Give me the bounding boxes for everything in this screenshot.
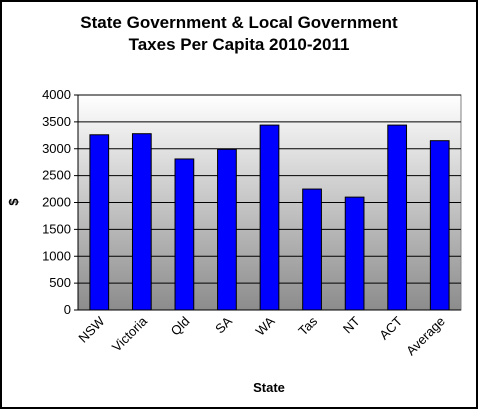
x-tick-label: Victoria xyxy=(109,313,151,355)
y-tick-label: 4000 xyxy=(42,87,71,102)
x-tick-label: ACT xyxy=(376,313,405,342)
y-tick-label: 3500 xyxy=(42,114,71,129)
bar-wa xyxy=(259,124,280,311)
x-axis-title: State xyxy=(253,380,285,395)
bar-victoria xyxy=(131,133,152,311)
chart-title-line-1: State Government & Local Government xyxy=(80,13,398,32)
x-tick-label: WA xyxy=(253,313,278,338)
y-tick-label: 500 xyxy=(49,275,71,290)
bar-average xyxy=(429,140,450,311)
x-tick-label: Average xyxy=(403,314,448,359)
x-tick-label: Qld xyxy=(168,314,193,339)
y-tick-label: 2500 xyxy=(42,168,71,183)
y-tick-label: 3000 xyxy=(42,141,71,156)
bar-tas xyxy=(302,188,322,311)
y-tick-label: 1500 xyxy=(42,221,71,236)
x-tick-label: Tas xyxy=(295,313,320,338)
y-tick-label: 0 xyxy=(64,302,71,317)
bar-nsw xyxy=(89,134,110,311)
y-axis-ticks: 0 500 1000 1500 2000 2500 3000 3500 4000 xyxy=(42,87,79,317)
y-tick-label: 2000 xyxy=(42,195,71,210)
y-tick-label: 1000 xyxy=(42,248,71,263)
chart-title: State Government & Local Government Taxe… xyxy=(2,12,476,56)
bar-nt xyxy=(344,196,365,311)
chart-title-line-2: Taxes Per Capita 2010-2011 xyxy=(128,35,350,54)
x-tick-label: NT xyxy=(340,313,363,336)
y-axis-title: $ xyxy=(6,198,21,206)
bar-act xyxy=(387,124,408,311)
x-tick-label: NSW xyxy=(75,313,108,346)
x-tick-label: SA xyxy=(212,313,235,336)
bar-sa xyxy=(217,148,237,311)
bars xyxy=(89,124,450,311)
bar-qld xyxy=(174,158,195,311)
